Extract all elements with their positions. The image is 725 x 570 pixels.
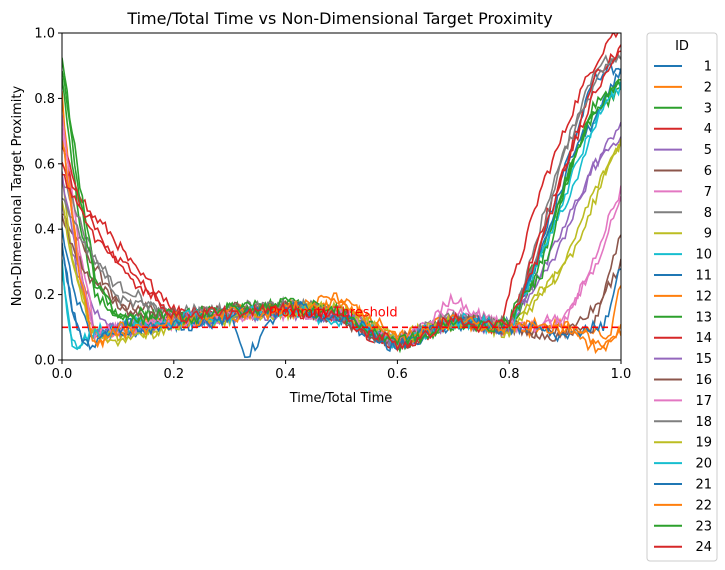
x-axis-label: Time/Total Time (289, 391, 393, 406)
y-tick-label: 0.2 (34, 288, 55, 303)
y-tick-label: 0.4 (34, 223, 55, 238)
chart-title: Time/Total Time vs Non-Dimensional Targe… (126, 9, 552, 28)
series-line-21 (62, 246, 621, 353)
plot-area: Proximity Threshold (62, 33, 621, 358)
legend-label-19: 19 (695, 436, 712, 451)
legend-label-22: 22 (695, 498, 712, 513)
legend-label-6: 6 (704, 164, 712, 179)
legend-label-13: 13 (695, 310, 712, 325)
x-tick-label: 0.6 (387, 367, 408, 382)
legend-label-20: 20 (695, 457, 712, 472)
series-line-23 (62, 70, 621, 346)
legend: ID 1234567891011121314151617181920212223… (646, 32, 718, 562)
legend-label-2: 2 (704, 80, 712, 95)
legend-label-21: 21 (695, 478, 712, 493)
series-line-24 (62, 44, 621, 352)
legend-label-23: 23 (695, 519, 712, 534)
y-tick-label: 1.0 (34, 27, 55, 42)
legend-label-5: 5 (704, 143, 712, 158)
x-tick-label: 0.4 (275, 367, 296, 382)
legend-label-14: 14 (695, 331, 712, 346)
legend-label-4: 4 (704, 122, 712, 137)
legend-label-10: 10 (695, 248, 712, 263)
y-tick-label: 0.0 (34, 354, 55, 369)
legend-label-12: 12 (695, 289, 712, 304)
legend-label-3: 3 (704, 101, 712, 116)
y-axis-label: Non-Dimensional Target Proximity (10, 86, 25, 307)
legend-title: ID (675, 39, 689, 54)
x-tick-label: 1.0 (611, 367, 632, 382)
legend-label-11: 11 (695, 269, 712, 284)
legend-label-24: 24 (695, 540, 712, 555)
legend-label-1: 1 (704, 60, 712, 75)
x-tick-label: 0.8 (499, 367, 520, 382)
x-tick-label: 0.2 (163, 367, 184, 382)
y-tick-label: 0.6 (34, 157, 55, 172)
axis-ticks: 0.0 0.2 0.4 0.6 0.8 1.0 0.0 0.2 0.4 0.6 0.8 1.0 (34, 27, 631, 383)
legend-label-18: 18 (695, 415, 712, 430)
plot-frame (61, 32, 622, 361)
legend-label-16: 16 (695, 373, 712, 388)
legend-label-8: 8 (704, 206, 712, 221)
series-line-19 (62, 138, 621, 349)
y-tick-label: 0.8 (34, 92, 55, 107)
x-tick-label: 0.0 (52, 367, 73, 382)
threshold-label: Proximity Threshold (269, 305, 398, 320)
legend-label-7: 7 (704, 185, 712, 200)
legend-frame (646, 32, 718, 562)
legend-label-15: 15 (695, 352, 712, 367)
legend-label-17: 17 (695, 394, 712, 409)
legend-label-9: 9 (704, 227, 712, 242)
